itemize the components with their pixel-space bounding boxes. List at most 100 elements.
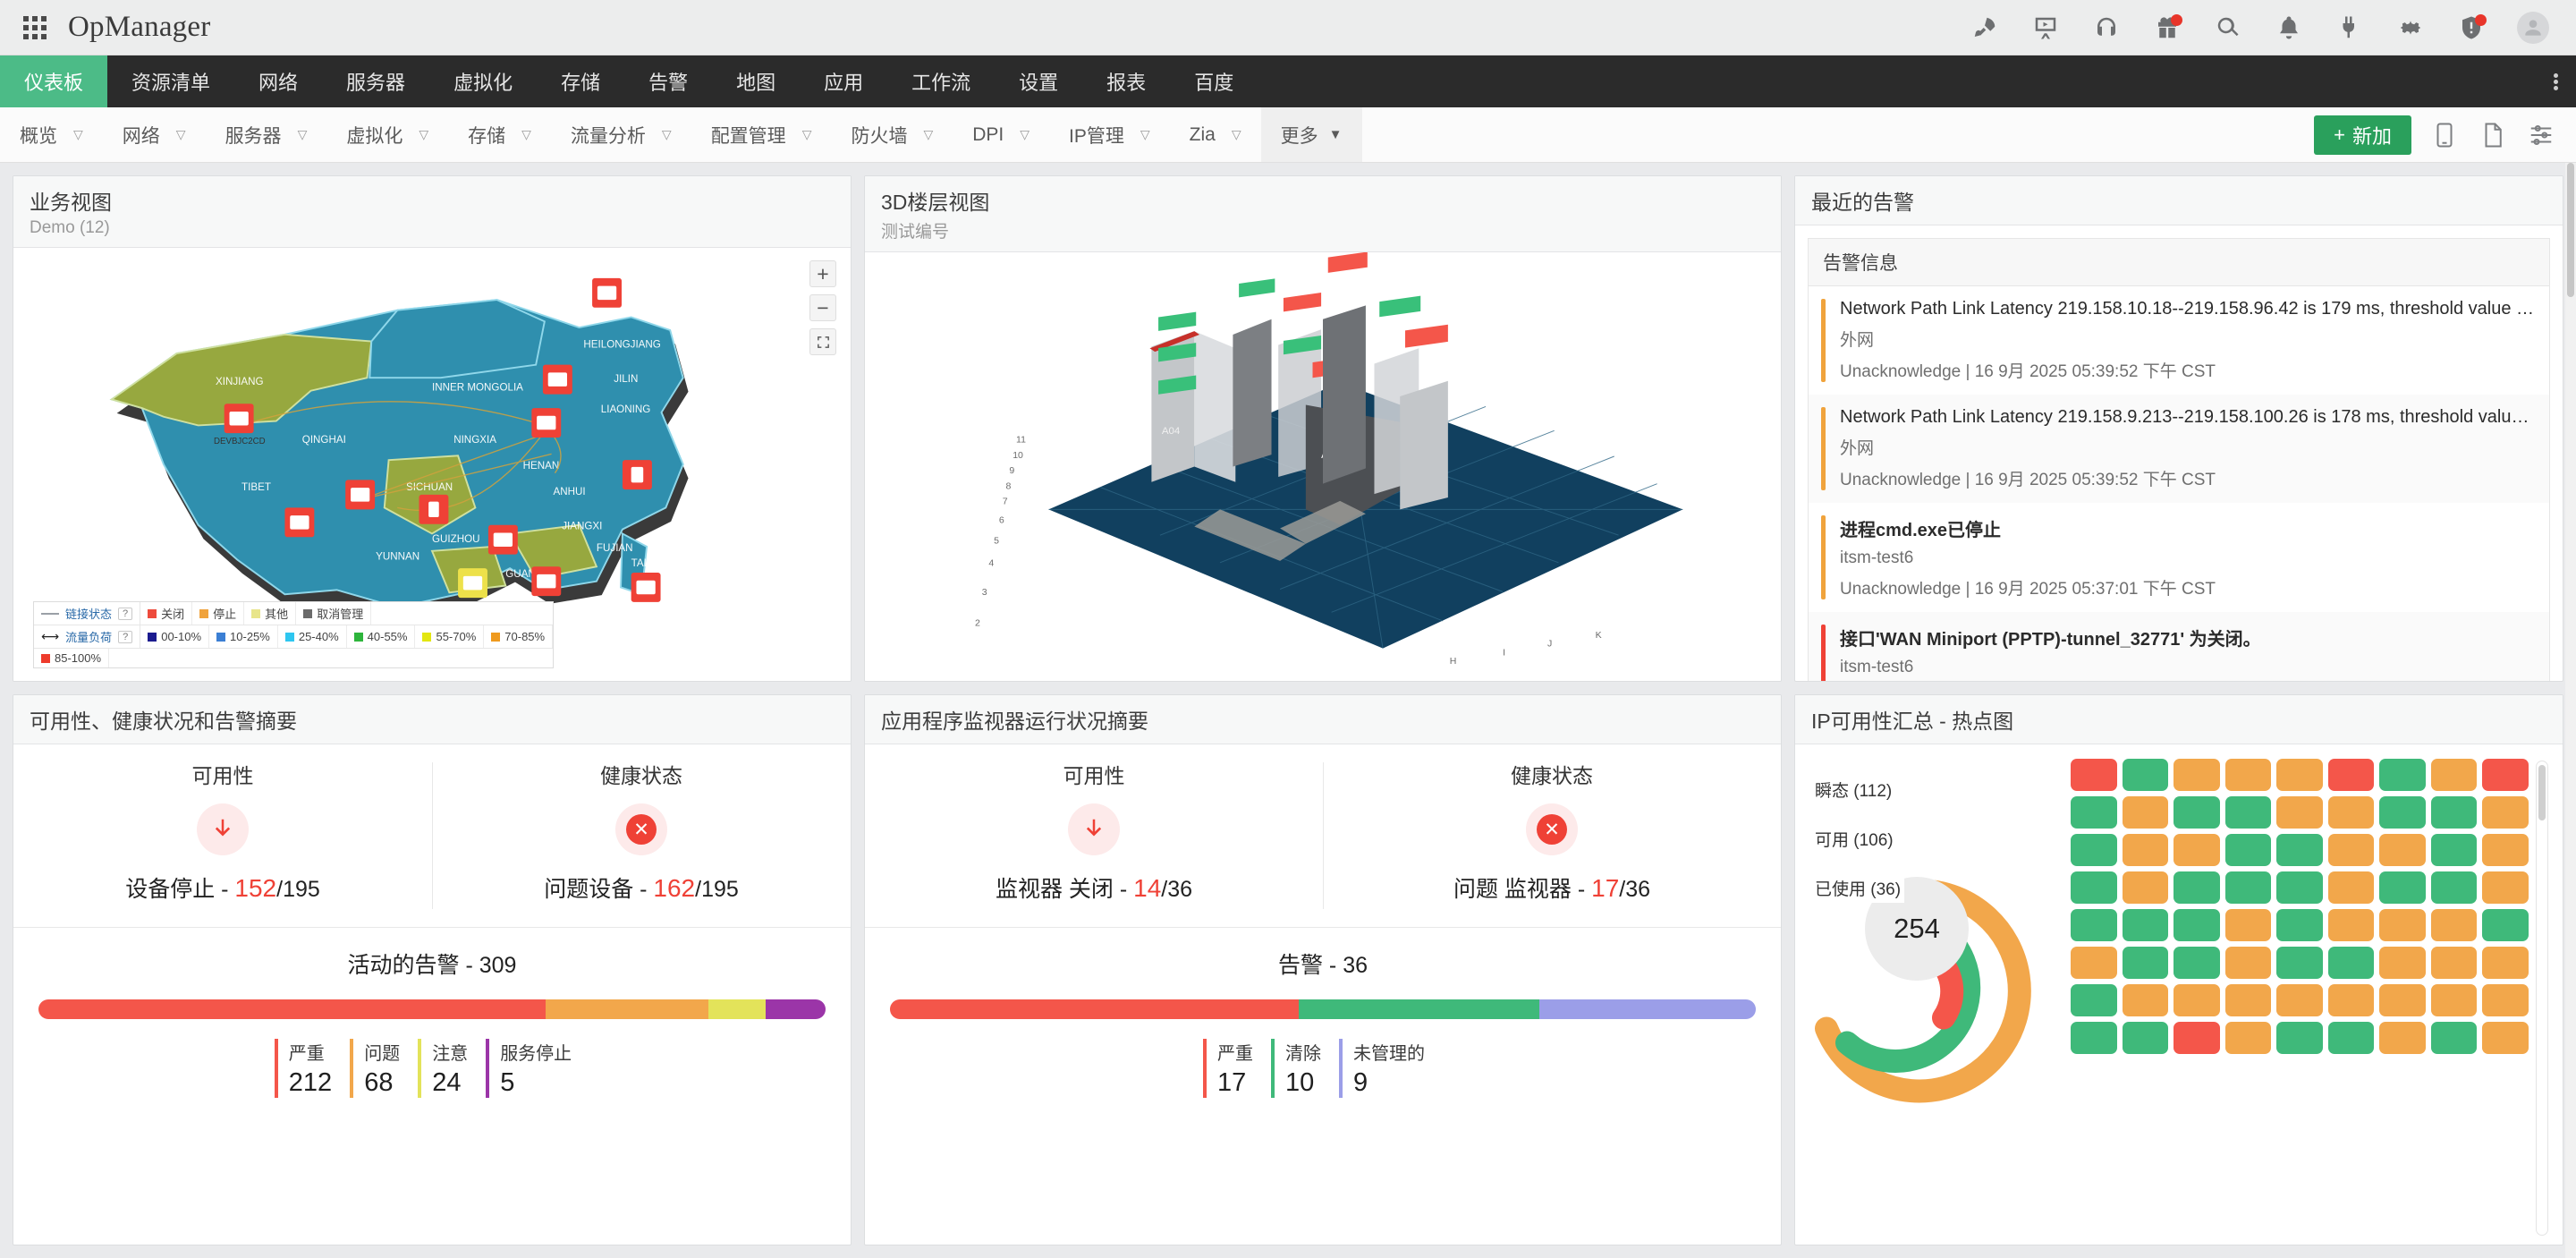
subnav-item-overview[interactable]: 概览 ▽ <box>0 107 103 162</box>
shield-alert-icon[interactable] <box>2456 13 2487 43</box>
gift-icon[interactable] <box>2152 13 2182 43</box>
availability-metric[interactable]: 可用性 设备停止 - 152/195 <box>13 744 432 927</box>
nav-item-settings[interactable]: 设置 <box>1019 72 1059 94</box>
heatmap-cell[interactable] <box>2430 947 2478 979</box>
heatmap-cell[interactable] <box>2379 984 2426 1016</box>
heatmap-cell[interactable] <box>2379 1022 2426 1054</box>
ip-radial-chart[interactable]: 瞬态 (112) 可用 (106) 已使用 (36) 254 <box>1811 759 2071 1245</box>
heatmap-cell[interactable] <box>2276 759 2323 791</box>
nav-item-inventory[interactable]: 资源清单 <box>131 72 211 94</box>
alarm-legend-item[interactable]: 问题 68 <box>350 1039 418 1098</box>
heatmap-cell[interactable] <box>2122 909 2169 941</box>
heatmap-cell[interactable] <box>2276 947 2323 979</box>
heatmap-cell[interactable] <box>2327 947 2375 979</box>
nav-item-dashboard[interactable]: 仪表板 <box>0 55 108 107</box>
heatmap-cell[interactable] <box>2071 834 2117 866</box>
alert-row[interactable]: 进程cmd.exe已停止 itsm-test6 Unacknowledge | … <box>1809 503 2549 612</box>
heatmap-cell[interactable] <box>2224 759 2272 791</box>
subnav-item-network[interactable]: 网络 ▽ <box>103 107 206 162</box>
alarm-legend-item[interactable]: 严重 212 <box>274 1039 350 1098</box>
heatmap-cell[interactable] <box>2224 909 2272 941</box>
alarm-legend-item[interactable]: 注意 24 <box>418 1039 486 1098</box>
heatmap-cell[interactable] <box>2430 984 2478 1016</box>
heatmap-cell[interactable] <box>2174 796 2220 829</box>
user-avatar[interactable] <box>2517 11 2549 44</box>
heatmap-cell[interactable] <box>2122 871 2169 904</box>
nav-item-apps[interactable]: 应用 <box>824 72 864 94</box>
nav-item-baidu[interactable]: 百度 <box>1194 72 1234 94</box>
nav-item-storage[interactable]: 存储 <box>561 72 601 94</box>
alarm-legend-item[interactable]: 服务停止 5 <box>486 1039 589 1098</box>
heatmap-cell[interactable] <box>2430 796 2478 829</box>
heatmap-cell[interactable] <box>2224 984 2272 1016</box>
datacenter-3d-scene[interactable]: A04 A05 <box>865 252 1781 681</box>
plug-icon[interactable] <box>2334 13 2365 43</box>
heatmap-cell[interactable] <box>2224 871 2272 904</box>
settings-sliders-icon[interactable] <box>2526 120 2556 150</box>
mobile-device-icon[interactable] <box>2429 120 2460 150</box>
heatmap-cell[interactable] <box>2122 834 2169 866</box>
heatmap-cell[interactable] <box>2379 871 2426 904</box>
heatmap-cell[interactable] <box>2122 984 2169 1016</box>
nav-item-maps[interactable]: 地图 <box>736 72 776 94</box>
heatmap-cell[interactable] <box>2327 1022 2375 1054</box>
heatmap-cell[interactable] <box>2430 1022 2478 1054</box>
map-zoom-out-button[interactable]: − <box>809 294 836 321</box>
heatmap-cell[interactable] <box>2482 1022 2529 1054</box>
map-fit-screen-button[interactable] <box>809 328 836 355</box>
subnav-item-dpi[interactable]: DPI ▽ <box>953 107 1049 162</box>
alarm-legend-item[interactable]: 严重 17 <box>1203 1039 1271 1098</box>
heatmap-cell[interactable] <box>2174 909 2220 941</box>
heatmap-cell[interactable] <box>2276 796 2323 829</box>
heatmap-cell[interactable] <box>2379 834 2426 866</box>
pdf-export-icon[interactable] <box>2478 120 2508 150</box>
heatmap-cell[interactable] <box>2276 909 2323 941</box>
heatmap-cell[interactable] <box>2122 796 2169 829</box>
heatmap-cell[interactable] <box>2224 947 2272 979</box>
heatmap-cell[interactable] <box>2174 1022 2220 1054</box>
search-icon[interactable] <box>2213 13 2243 43</box>
subnav-item-traffic[interactable]: 流量分析 ▽ <box>551 107 691 162</box>
page-scrollbar[interactable] <box>2565 163 2576 1258</box>
headset-support-icon[interactable] <box>2091 13 2122 43</box>
heatmap-cell[interactable] <box>2071 1022 2117 1054</box>
alert-row[interactable]: Network Path Link Latency 219.158.9.213-… <box>1809 395 2549 503</box>
heatmap-cell[interactable] <box>2276 984 2323 1016</box>
subnav-item-ipmanagement[interactable]: IP管理 ▽ <box>1049 107 1170 162</box>
nav-item-alarms[interactable]: 告警 <box>648 72 689 94</box>
heatmap-cell[interactable] <box>2276 1022 2323 1054</box>
heatmap-cell[interactable] <box>2276 834 2323 866</box>
help-icon[interactable]: ? <box>118 607 133 620</box>
heatmap-cell[interactable] <box>2327 759 2375 791</box>
health-metric[interactable]: 健康状态 ✕ 问题 监视器 - 17/36 <box>1323 744 1781 927</box>
heatmap-cell[interactable] <box>2071 984 2117 1016</box>
heatmap-cell[interactable] <box>2224 1022 2272 1054</box>
alert-row[interactable]: Network Path Link Latency 219.158.10.18-… <box>1809 286 2549 395</box>
health-metric[interactable]: 健康状态 ✕ 问题设备 - 162/195 <box>432 744 851 927</box>
heatmap-cell[interactable] <box>2482 834 2529 866</box>
heatmap-cell[interactable] <box>2174 871 2220 904</box>
subnav-item-zia[interactable]: Zia ▽ <box>1170 107 1261 162</box>
heatmap-cell[interactable] <box>2071 947 2117 979</box>
subnav-item-virtualization[interactable]: 虚拟化 ▽ <box>326 107 448 162</box>
nav-item-server[interactable]: 服务器 <box>346 72 406 94</box>
help-icon[interactable]: ? <box>118 630 133 643</box>
ip-heatmap-scrollbar[interactable] <box>2536 761 2548 1236</box>
heatmap-cell[interactable] <box>2327 909 2375 941</box>
heatmap-cell[interactable] <box>2174 759 2220 791</box>
heatmap-cell[interactable] <box>2482 947 2529 979</box>
heatmap-cell[interactable] <box>2482 871 2529 904</box>
heatmap-cell[interactable] <box>2174 947 2220 979</box>
availability-metric[interactable]: 可用性 监视器 关闭 - 14/36 <box>865 744 1323 927</box>
heatmap-cell[interactable] <box>2122 1022 2169 1054</box>
heatmap-cell[interactable] <box>2174 984 2220 1016</box>
nav-item-workflow[interactable]: 工作流 <box>911 72 971 94</box>
heatmap-cell[interactable] <box>2430 871 2478 904</box>
map-zoom-in-button[interactable]: + <box>809 260 836 287</box>
nav-item-reports[interactable]: 报表 <box>1106 72 1147 94</box>
heatmap-cell[interactable] <box>2430 834 2478 866</box>
heatmap-cell[interactable] <box>2379 909 2426 941</box>
heatmap-cell[interactable] <box>2327 984 2375 1016</box>
nav-item-network[interactable]: 网络 <box>258 72 299 94</box>
subnav-item-more[interactable]: 更多 ▼ <box>1260 107 1362 162</box>
